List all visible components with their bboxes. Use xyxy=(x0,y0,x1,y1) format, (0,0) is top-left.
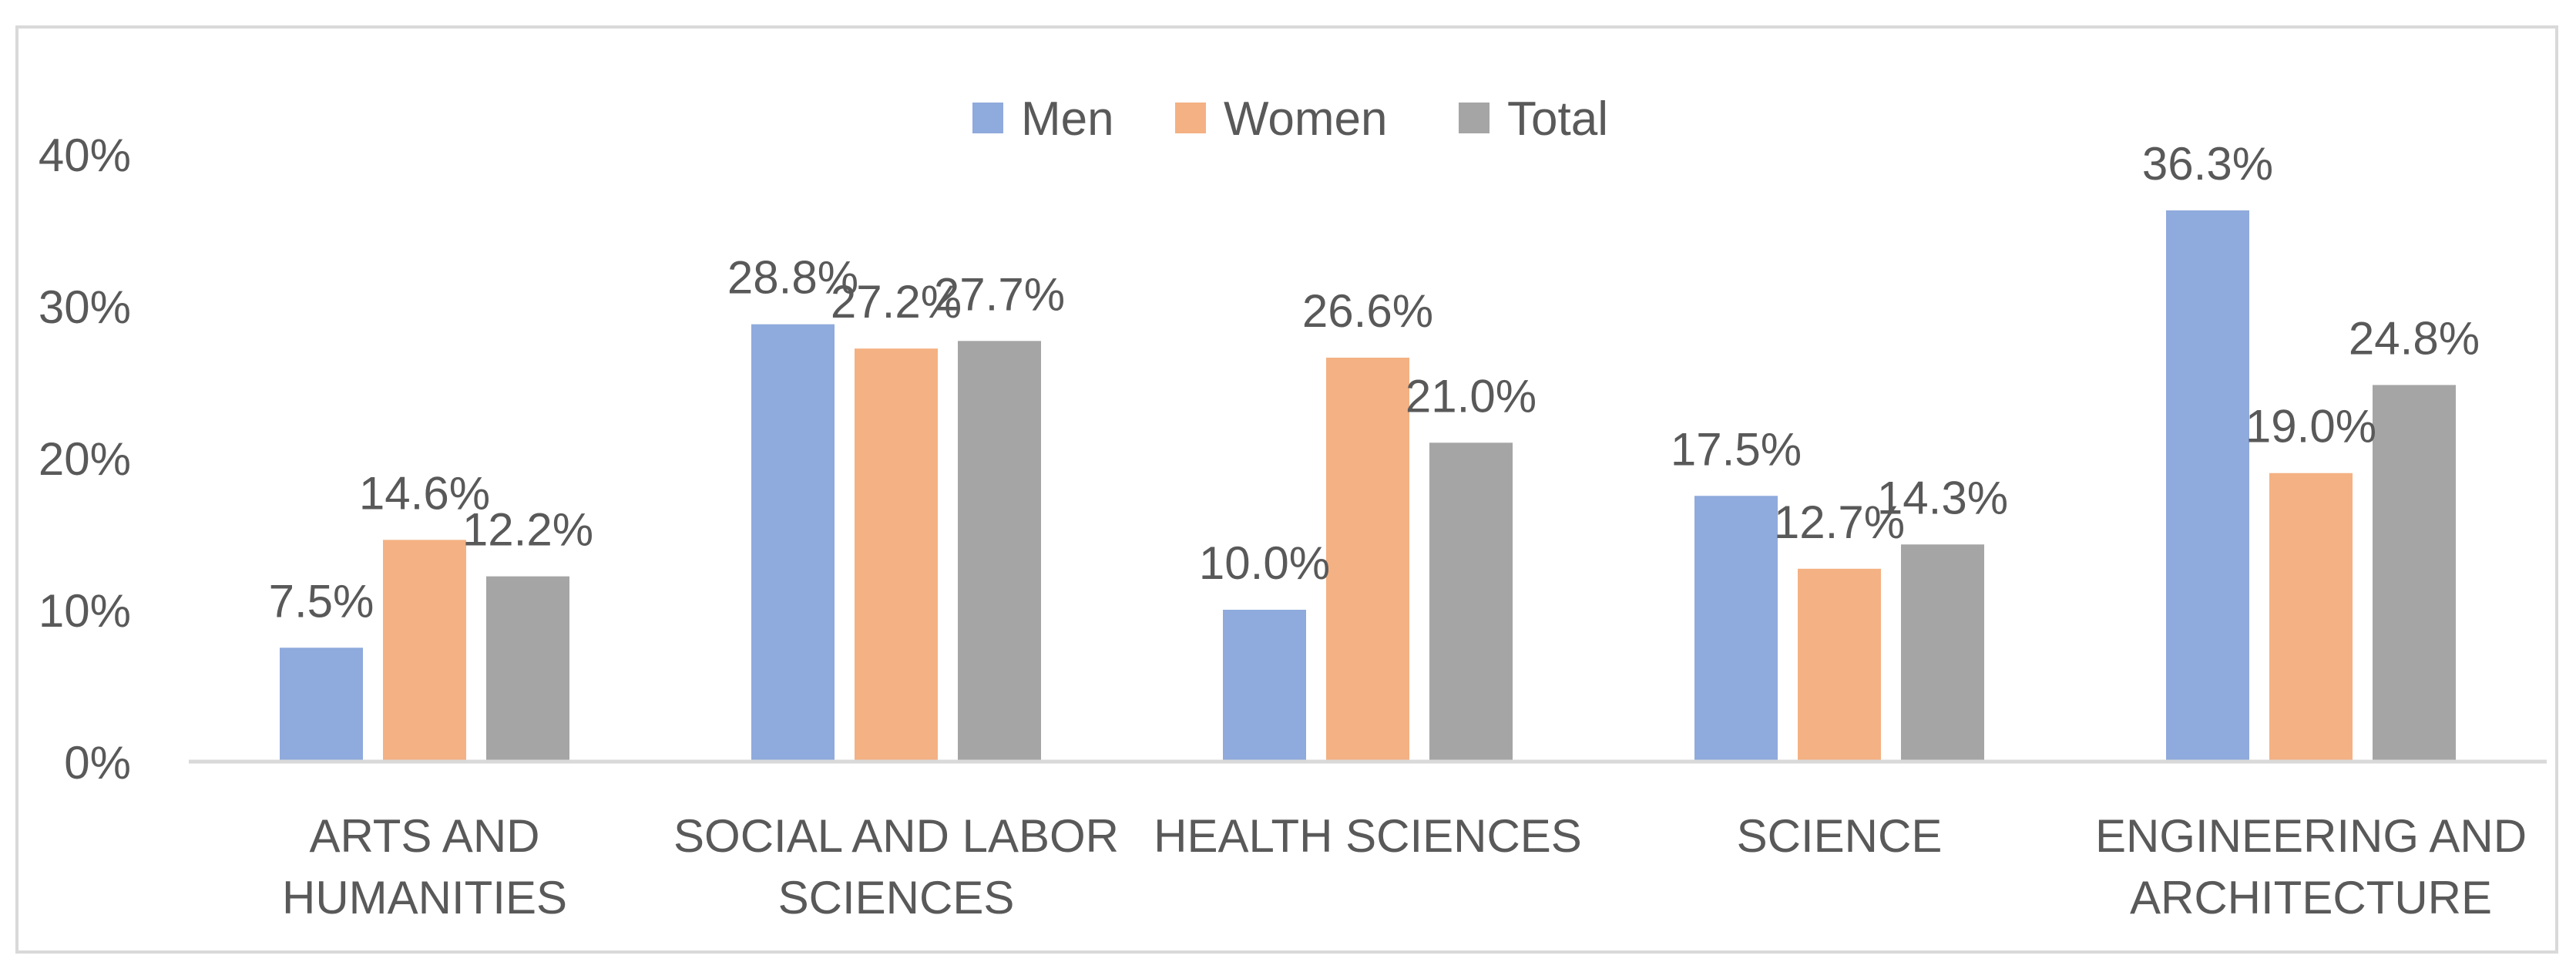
bar-men xyxy=(2166,210,2249,762)
bar-total xyxy=(2373,385,2456,762)
bar-total xyxy=(486,576,569,762)
category-label: ARTS AND HUMANITIES xyxy=(282,810,567,923)
data-label-women: 19.0% xyxy=(2245,401,2376,452)
bar-men xyxy=(280,648,363,762)
y-tick-label: 40% xyxy=(39,130,131,181)
y-tick-label: 20% xyxy=(39,433,131,485)
data-label-total: 21.0% xyxy=(1406,370,1537,422)
bars xyxy=(280,210,2456,762)
bar-total xyxy=(1901,544,1984,762)
data-label-men: 17.5% xyxy=(1671,423,1802,475)
legend: Men Women Total xyxy=(972,93,1608,146)
bar-women xyxy=(2269,473,2353,762)
category-label: SOCIAL AND LABOR SCIENCES xyxy=(673,810,1119,923)
chart-border xyxy=(15,25,2558,954)
data-label-women: 26.6% xyxy=(1302,285,1433,337)
data-label-women: 27.2% xyxy=(831,276,962,328)
y-axis: 0% 10% 20% 30% 40% xyxy=(39,130,131,789)
category-label: ENGINEERING AND ARCHITECTURE xyxy=(2095,810,2527,923)
data-label-men: 28.8% xyxy=(727,252,858,304)
data-label-total: 14.3% xyxy=(1877,472,2008,523)
legend-label-total: Total xyxy=(1507,93,1608,146)
bar-men xyxy=(1223,610,1306,762)
x-axis: ARTS AND HUMANITIES SOCIAL AND LABOR SCIENC… xyxy=(282,810,2527,923)
legend-swatch-women xyxy=(1175,103,1206,133)
y-tick-label: 30% xyxy=(39,281,131,333)
category-label: HEALTH SCIENCES xyxy=(1154,810,1582,862)
legend-label-women: Women xyxy=(1224,93,1388,146)
category-label: SCIENCE xyxy=(1737,810,1943,862)
data-label-men: 10.0% xyxy=(1199,537,1330,589)
data-label-men: 7.5% xyxy=(269,575,374,627)
bar-men xyxy=(1694,496,1778,762)
y-tick-label: 0% xyxy=(64,737,131,789)
data-labels: 7.5% 14.6%12.2% 28.8%27.2%27.7% 10.0% 26.6% 2… xyxy=(269,138,2480,627)
bar-men xyxy=(751,324,835,762)
data-label-women: 12.7% xyxy=(1774,496,1905,548)
y-tick-label: 10% xyxy=(39,585,131,637)
bar-women xyxy=(383,540,466,762)
data-label-total: 24.8% xyxy=(2349,312,2480,364)
data-label-total: 27.7% xyxy=(934,268,1065,320)
legend-swatch-men xyxy=(972,103,1003,133)
data-label-women: 14.6% xyxy=(359,467,490,519)
legend-swatch-total xyxy=(1459,103,1490,133)
legend-label-men: Men xyxy=(1021,93,1114,146)
bar-total xyxy=(958,341,1041,762)
data-label-men: 36.3% xyxy=(2142,138,2273,190)
bar-total xyxy=(1429,442,1513,762)
data-label-total: 12.2% xyxy=(462,504,593,556)
bar-women xyxy=(1798,568,1881,762)
bar-women xyxy=(855,348,938,762)
bar-women xyxy=(1326,357,1409,762)
